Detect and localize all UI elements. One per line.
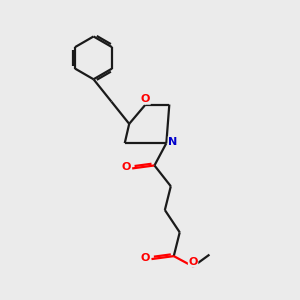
Text: N: N [168, 137, 178, 147]
Text: O: O [141, 253, 150, 262]
Text: O: O [188, 257, 198, 267]
Text: O: O [141, 94, 150, 104]
Text: O: O [122, 162, 131, 172]
